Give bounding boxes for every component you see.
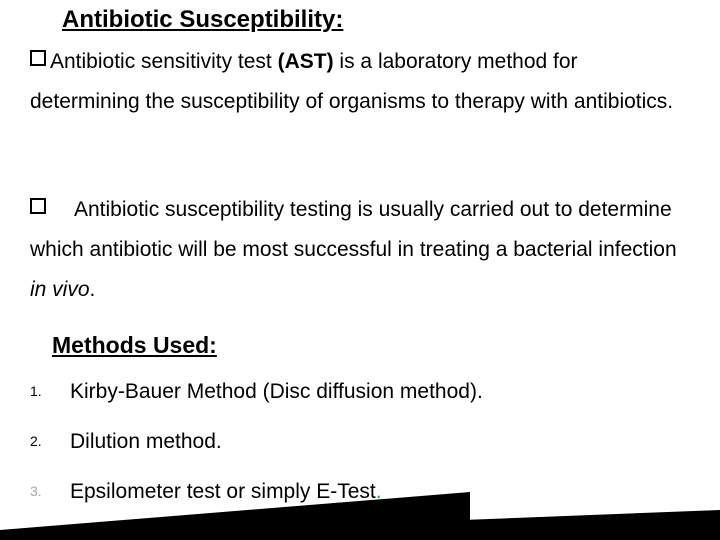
para1-lead: Antibiotic sensitivity test (50, 50, 278, 73)
method-item-3: 3.Epsilometer test or simply E-Test. (30, 480, 690, 504)
para1-ast-abbrev: (AST) (278, 50, 334, 73)
list-number-3: 3. (30, 483, 70, 499)
methods-used-heading: Methods Used: (52, 332, 217, 359)
method-item-1: 1.Kirby-Bauer Method (Disc diffusion met… (30, 380, 690, 404)
square-bullet-icon (30, 198, 46, 214)
slide: Antibiotic Susceptibility: Antibiotic se… (0, 0, 720, 540)
method-3-period: . (376, 480, 382, 503)
list-number-1: 1. (30, 383, 70, 399)
method-3-text: Epsilometer test or simply E-Test (70, 480, 376, 503)
paragraph-ast-definition: Antibiotic sensitivity test (AST) is a l… (30, 42, 690, 122)
slide-title: Antibiotic Susceptibility: (62, 6, 343, 34)
list-number-2: 2. (30, 433, 70, 449)
para2-period: . (90, 278, 96, 301)
para2-invivo: in vivo (30, 278, 90, 301)
para2-main: Antibiotic susceptibility testing is usu… (30, 198, 677, 261)
method-1-text: Kirby-Bauer Method (Disc diffusion metho… (70, 380, 483, 403)
paragraph-testing-purpose: Antibiotic susceptibility testing is usu… (30, 190, 690, 310)
square-bullet-icon (30, 50, 46, 66)
method-item-2: 2.Dilution method. (30, 430, 690, 454)
method-2-text: Dilution method. (70, 430, 222, 453)
